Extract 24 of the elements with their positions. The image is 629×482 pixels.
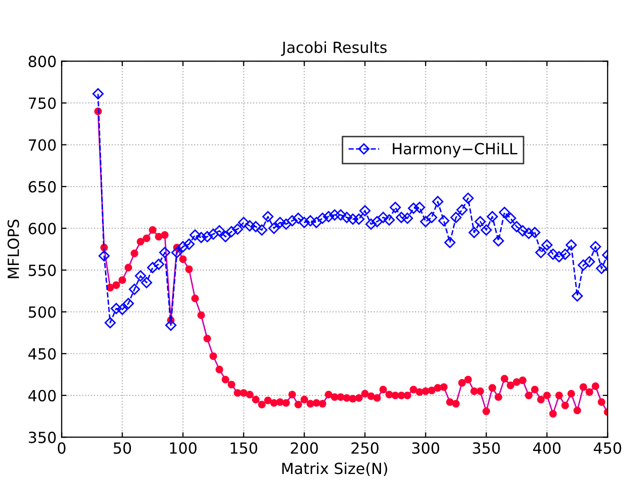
x-tick-label: 250 xyxy=(352,442,379,454)
x-tick-label: 400 xyxy=(533,442,561,454)
x-axis-title: Matrix Size(N) xyxy=(282,462,388,476)
x-tick-label: 350 xyxy=(472,442,500,454)
y-tick-label: 350 xyxy=(28,432,56,444)
x-tick-label: 0 xyxy=(58,442,66,454)
y-tick-label: 650 xyxy=(28,181,56,193)
x-tick-label: 300 xyxy=(412,442,440,454)
y-tick-label: 800 xyxy=(28,56,56,68)
legend-label: Harmony−CHiLL xyxy=(392,142,518,158)
x-tick-label: 100 xyxy=(170,442,197,454)
y-tick-label: 500 xyxy=(28,306,56,318)
y-tick-label: 400 xyxy=(28,390,56,402)
chart-title: Jacobi Results xyxy=(281,41,387,56)
y-tick-label: 750 xyxy=(28,97,56,110)
x-tick-label: 50 xyxy=(114,442,132,454)
y-axis-title: MFLOPS xyxy=(8,220,20,278)
y-tick-label: 700 xyxy=(28,139,56,151)
y-tick-label: 450 xyxy=(28,348,56,360)
y-tick-label: 550 xyxy=(28,264,56,276)
x-tick-label: 450 xyxy=(594,442,622,454)
x-tick-label: 150 xyxy=(230,442,258,454)
x-tick-label: 200 xyxy=(290,442,318,454)
y-tick-label: 600 xyxy=(28,222,56,234)
